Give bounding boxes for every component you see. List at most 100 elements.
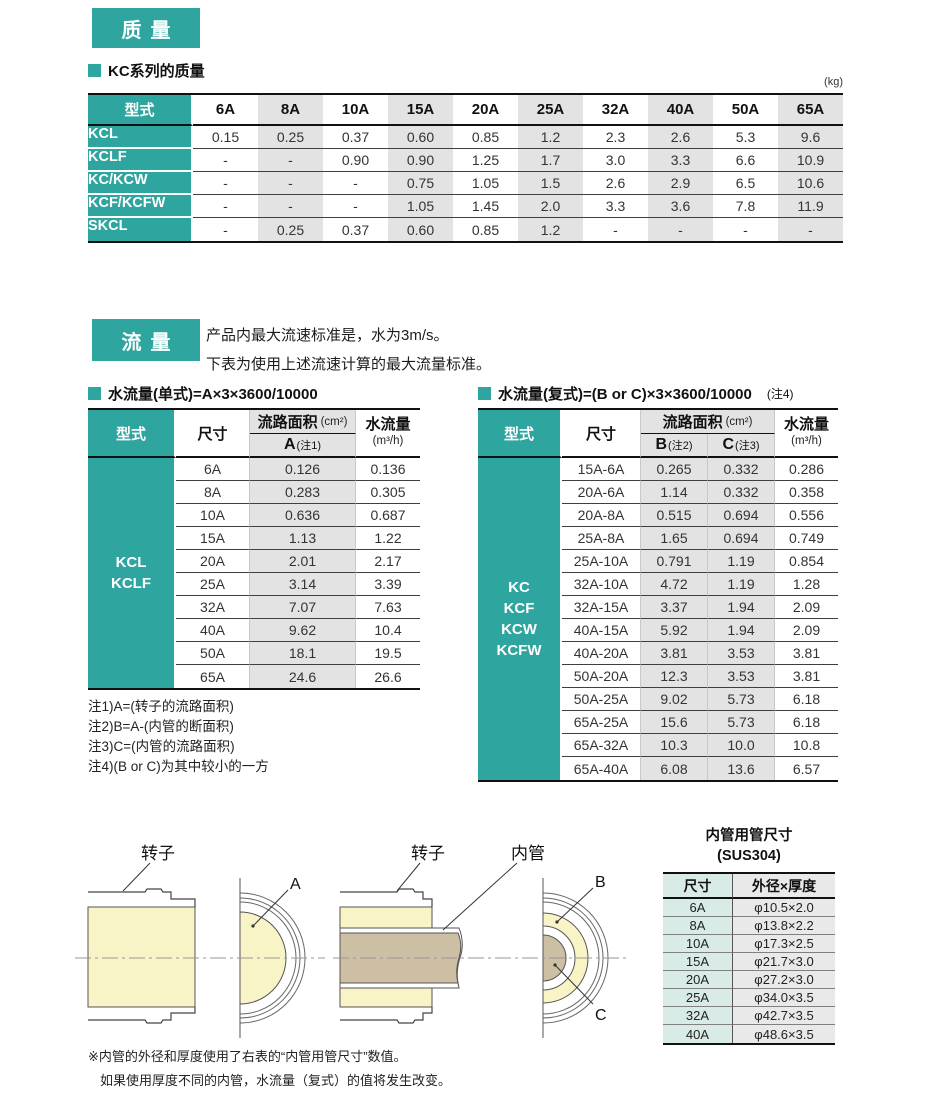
- double-flow-header: 水流量 (m³/h): [775, 410, 838, 458]
- pipe-table-title-line1: 内管用管尺寸: [705, 828, 793, 844]
- double-flow-cell: 65A-25A: [562, 711, 641, 734]
- mass-col-header: 32A: [583, 95, 648, 126]
- flow-section-badge: 流量: [92, 319, 200, 361]
- mass-table-cell: -: [258, 195, 323, 218]
- double-area-header-text: 流路面积: [662, 414, 723, 431]
- single-flow-cell: 1.22: [356, 527, 420, 550]
- single-flow-cell: 18.1: [250, 642, 356, 665]
- double-flow-cell: 2.09: [775, 619, 838, 642]
- single-suba-letter: A: [283, 436, 296, 453]
- mass-table-cell: -: [258, 149, 323, 172]
- single-model-header: 型式: [88, 410, 176, 458]
- double-flow-cell: 10.3: [641, 734, 708, 757]
- inner-pipe-leader: [442, 862, 518, 931]
- double-flow-cell: 5.73: [708, 688, 775, 711]
- label-c-leader: [554, 964, 594, 1005]
- single-model-cell: KCL KCLF: [88, 458, 176, 688]
- mass-col-header: 65A: [778, 95, 843, 126]
- mass-col-header: 10A: [323, 95, 388, 126]
- mass-table-cell: 10.9: [778, 149, 843, 172]
- double-flow-unit: (m³/h): [791, 435, 822, 447]
- mass-table-cell: 6.5: [713, 172, 778, 195]
- mass-table-cell: -: [323, 172, 388, 195]
- mass-table-cell: 0.15: [193, 126, 258, 149]
- label-b-leader: [556, 887, 594, 923]
- single-flow-cell: 25A: [176, 573, 250, 596]
- double-flow-cell: 0.332: [708, 458, 775, 481]
- mass-table-cell: 0.75: [388, 172, 453, 195]
- label-c-dot: [553, 963, 557, 967]
- mass-table-cell: 1.5: [518, 172, 583, 195]
- double-flow-cell: 2.09: [775, 596, 838, 619]
- single-flow-cell: 0.305: [356, 481, 420, 504]
- single-flow-cell: 15A: [176, 527, 250, 550]
- double-flow-cell: 1.19: [708, 573, 775, 596]
- double-flow-formula-note: (注4): [766, 387, 794, 401]
- double-flow-cell: 0.358: [775, 481, 838, 504]
- double-size-header: 尺寸: [562, 410, 641, 458]
- section-a-label: A: [290, 876, 301, 893]
- label-a-leader: [252, 889, 289, 927]
- pipe-size-cell: φ48.6×3.5: [733, 1025, 835, 1043]
- mass-table-cell: SKCL: [88, 218, 193, 241]
- flow-note-4: 注4)(B or C)为其中较小的一方: [88, 759, 269, 774]
- mass-table-cell: -: [648, 218, 713, 241]
- mass-table-cell: -: [613, 221, 618, 238]
- double-flow-cell: 6.18: [775, 688, 838, 711]
- rotor-leader-left: [122, 862, 151, 892]
- mass-table-cell: 0.37: [341, 221, 370, 238]
- pipe-size-cell: φ10.5×2.0: [733, 899, 835, 917]
- flow-notes: 注1)A=(转子的流路面积) 注2)B=A-(内管的断面积) 注3)C=(内管的…: [88, 697, 269, 777]
- single-model-line: KCLF: [111, 575, 151, 592]
- mass-table-cell: 0.85: [453, 126, 518, 149]
- rotor-pipe-diagram: A 转子 转子 内管 B C: [75, 844, 627, 1038]
- double-model-line: KCW: [501, 621, 537, 638]
- single-flow-cell: 20A: [176, 550, 250, 573]
- single-rotor-side-view: [87, 888, 196, 1024]
- mass-table-cell: 2.9: [648, 172, 713, 195]
- double-flow-cell: 1.65: [641, 527, 708, 550]
- double-flow-cell: 65A-32A: [562, 734, 641, 757]
- double-subb-letter: B: [655, 436, 668, 453]
- double-flow-cell: 1.28: [775, 573, 838, 596]
- double-area-unit: (cm²): [725, 415, 753, 428]
- mass-table-cell: 3.6: [648, 195, 713, 218]
- mass-table-cell: 0.37: [323, 126, 388, 149]
- mass-table-cell: 2.0: [518, 195, 583, 218]
- double-flow-cell: 6.08: [641, 757, 708, 780]
- teal-square-icon: [478, 387, 491, 400]
- mass-table-cell: 3.3: [583, 195, 648, 218]
- mass-table-cell: 0.90: [323, 149, 388, 172]
- double-flow-cell: 3.81: [641, 642, 708, 665]
- flow-note-2: 注2)B=A-(内管的断面积): [88, 719, 234, 734]
- mass-col-header: 40A: [648, 95, 713, 126]
- flow-note-3: 注3)C=(内管的流路面积): [88, 739, 235, 754]
- single-flow-header-text: 水流量: [365, 416, 411, 433]
- single-flow-cell: 2.17: [356, 550, 420, 573]
- pipe-size-cell: 15A: [663, 953, 733, 971]
- double-flow-cell: 0.515: [641, 504, 708, 527]
- section-c-label: C: [595, 1007, 607, 1024]
- mass-table-cell: 3.3: [648, 149, 713, 172]
- double-flow-cell: 0.286: [775, 458, 838, 481]
- double-flow-cell: 6.57: [792, 760, 821, 777]
- double-flow-cell: 32A-15A: [562, 596, 641, 619]
- single-flow-cell: 7.07: [250, 596, 356, 619]
- diagram-footnote-1: ※内管的外径和厚度使用了右表的“内管用管尺寸”数值。: [88, 1049, 407, 1064]
- mass-table-cell: 1.2: [518, 126, 583, 149]
- double-flow-cell: 3.37: [641, 596, 708, 619]
- pipe-size-cell: 32A: [663, 1007, 733, 1025]
- single-flow-cell: 3.14: [250, 573, 356, 596]
- mass-table-cell: KCF/KCFW: [88, 195, 193, 218]
- double-flow-cell: 1.94: [708, 596, 775, 619]
- teal-square-icon: [88, 64, 101, 77]
- single-flow-cell: 0.126: [250, 458, 356, 481]
- mass-table-cell: 6.6: [713, 149, 778, 172]
- single-flow-formula: 水流量(单式)=A×3×3600/10000: [88, 383, 318, 404]
- double-flow-cell: 0.694: [708, 527, 775, 550]
- double-subc-letter: C: [722, 436, 735, 453]
- double-flow-cell: 5.92: [641, 619, 708, 642]
- mass-table-cell: KCLF: [88, 149, 193, 172]
- single-flow-cell: 26.6: [374, 668, 402, 685]
